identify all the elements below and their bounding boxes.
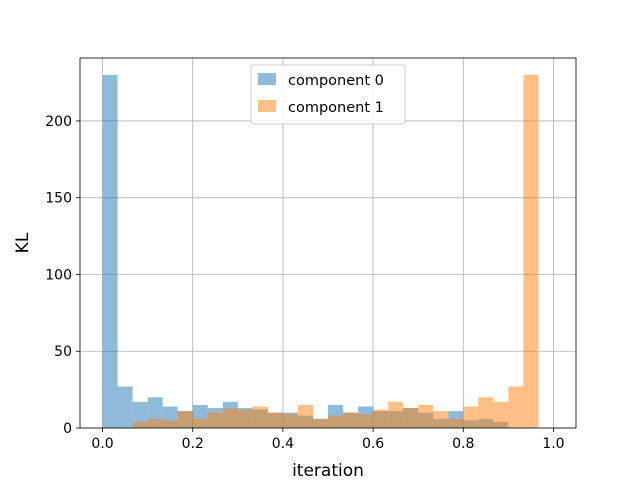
y-axis-label: KL bbox=[13, 232, 33, 253]
bar-component-1 bbox=[478, 397, 494, 428]
bar-component-1 bbox=[343, 412, 359, 428]
bar-component-1 bbox=[433, 411, 449, 428]
y-tick-label: 0 bbox=[63, 421, 72, 437]
y-tick-label: 150 bbox=[45, 191, 72, 207]
legend-label-component-0: component 0 bbox=[288, 73, 384, 89]
x-tick-label: 0.2 bbox=[182, 436, 204, 452]
bar-component-1 bbox=[312, 418, 328, 428]
y-axis-ticks: 0 50 100 150 200 bbox=[45, 114, 80, 437]
x-tick-label: 1.0 bbox=[542, 436, 564, 452]
bar-component-1 bbox=[523, 74, 539, 428]
bar-component-1 bbox=[328, 415, 344, 428]
bar-component-1 bbox=[162, 420, 178, 428]
bar-component-1 bbox=[463, 406, 479, 428]
plot-frame bbox=[79, 57, 577, 429]
bar-component-1 bbox=[403, 408, 419, 428]
bar-component-0 bbox=[102, 74, 118, 428]
legend-label-component-1: component 1 bbox=[288, 100, 384, 116]
bar-component-1 bbox=[418, 404, 434, 428]
legend-frame bbox=[250, 64, 406, 125]
y-tick-label: 100 bbox=[45, 267, 72, 283]
bar-component-1 bbox=[282, 414, 298, 428]
legend-swatch-component-0 bbox=[258, 73, 276, 85]
bar-component-1 bbox=[358, 414, 374, 428]
bar-component-1 bbox=[132, 421, 148, 428]
x-tick-label: 0.4 bbox=[272, 436, 294, 452]
y-tick-label: 50 bbox=[54, 344, 72, 360]
legend-swatch-component-1 bbox=[258, 100, 276, 112]
bar-component-1 bbox=[192, 418, 208, 428]
bar-component-1 bbox=[373, 409, 389, 428]
x-tick-label: 0.0 bbox=[91, 436, 113, 452]
histogram-bars bbox=[102, 74, 539, 428]
bar-component-1 bbox=[493, 401, 509, 428]
legend: component 0 component 1 bbox=[250, 64, 406, 125]
bar-component-1 bbox=[147, 418, 163, 428]
bar-component-1 bbox=[252, 406, 268, 428]
bar-component-1 bbox=[207, 412, 223, 428]
x-axis-ticks: 0.0 0.2 0.4 0.6 0.8 1.0 bbox=[91, 428, 565, 452]
bar-component-1 bbox=[267, 412, 283, 428]
x-tick-label: 0.6 bbox=[362, 436, 384, 452]
x-axis-label: iteration bbox=[292, 461, 364, 480]
bar-component-1 bbox=[448, 418, 464, 428]
bar-component-1 bbox=[237, 409, 253, 428]
bar-component-1 bbox=[388, 401, 404, 428]
y-tick-label: 200 bbox=[45, 114, 72, 130]
bar-component-0 bbox=[117, 386, 133, 428]
bar-component-0 bbox=[132, 401, 148, 428]
bar-component-1 bbox=[508, 386, 524, 428]
bar-component-1 bbox=[222, 408, 238, 428]
x-tick-label: 0.8 bbox=[452, 436, 474, 452]
bar-component-1 bbox=[297, 404, 313, 428]
bar-component-1 bbox=[177, 411, 193, 428]
